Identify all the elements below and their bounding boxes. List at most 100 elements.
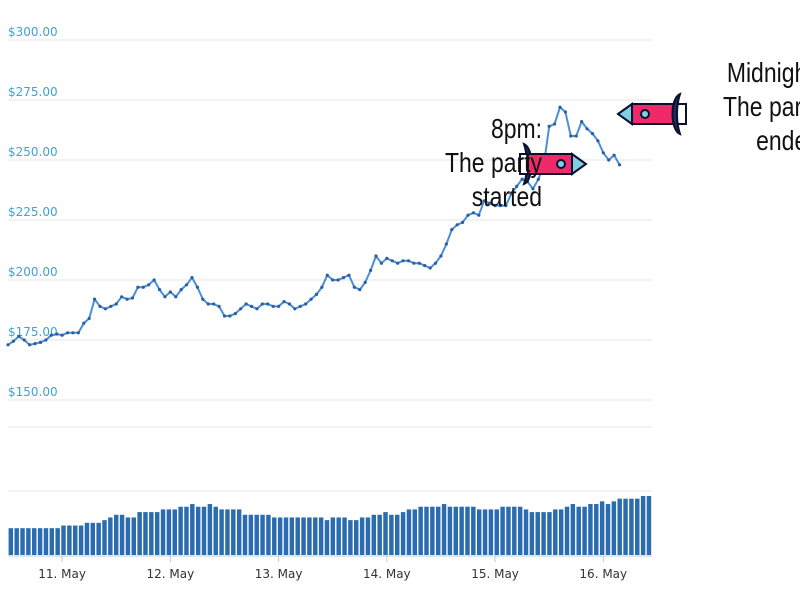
data-point: [368, 268, 373, 272]
data-point: [390, 259, 394, 263]
data-point: [439, 254, 443, 258]
volume-bar: [395, 514, 400, 555]
volume-bar: [447, 506, 453, 555]
volume-bar: [96, 522, 101, 555]
volume-bar: [26, 528, 31, 555]
volume-bar: [558, 509, 564, 555]
data-point: [607, 158, 611, 162]
x-tick-label: 16. May: [579, 567, 627, 581]
volume-bar: [178, 506, 183, 555]
data-point: [82, 321, 86, 325]
data-point: [38, 340, 43, 344]
data-point: [304, 302, 308, 306]
x-tick-label: 12. May: [146, 567, 194, 581]
volume-bar: [213, 506, 218, 555]
volume-bar: [406, 509, 412, 555]
data-point: [168, 290, 172, 294]
data-point: [276, 304, 281, 308]
data-point: [515, 184, 519, 188]
rocket-icon-end: [616, 92, 687, 136]
data-point: [103, 307, 108, 311]
price-points: [6, 105, 622, 347]
volume-bar: [113, 514, 119, 555]
annotation-end-line-3: ended: [756, 125, 800, 156]
volume-bar: [236, 509, 242, 555]
data-point: [195, 285, 200, 289]
data-point: [136, 285, 140, 289]
volume-bar: [348, 520, 353, 555]
data-point: [293, 307, 297, 311]
volume-bar: [389, 514, 394, 555]
data-point: [320, 285, 324, 289]
data-point: [190, 276, 194, 280]
data-point: [130, 296, 135, 300]
data-point: [282, 300, 286, 304]
data-point: [580, 120, 584, 124]
volume-bar: [289, 517, 295, 555]
volume-bar: [225, 509, 230, 555]
x-tick-label: 13. May: [255, 567, 303, 581]
volume-bar: [20, 528, 25, 555]
grid-lines: [8, 39, 652, 492]
volume-bar: [207, 504, 213, 555]
data-point: [379, 261, 384, 265]
volume-bar: [465, 506, 470, 555]
volume-bar: [640, 496, 646, 555]
volume-bar: [342, 517, 347, 555]
volume-bar: [611, 501, 617, 555]
data-point: [55, 332, 59, 336]
volume-bar: [605, 504, 611, 555]
data-point: [212, 302, 216, 306]
data-point: [163, 295, 167, 299]
volume-bar: [400, 512, 406, 555]
volume-bar: [131, 517, 136, 555]
volume-bar: [430, 506, 435, 555]
volume-bar: [553, 509, 558, 555]
volume-bar: [576, 506, 581, 555]
volume-bar: [307, 517, 312, 555]
data-point: [266, 302, 270, 306]
volume-bar: [149, 512, 154, 555]
volume-bar: [517, 506, 523, 555]
y-tick-label: $200.00: [8, 265, 58, 279]
data-point: [184, 283, 189, 287]
volume-bar: [260, 514, 265, 555]
volume-bar: [500, 506, 505, 555]
volume-bar: [143, 512, 148, 555]
volume-bar: [32, 528, 37, 555]
volume-bar: [67, 525, 72, 555]
volume-bar: [266, 514, 271, 555]
data-point: [141, 285, 145, 289]
volume-bar: [254, 514, 259, 555]
data-point: [460, 220, 465, 224]
data-point: [147, 283, 151, 287]
data-point: [260, 302, 264, 306]
volume-bar: [219, 509, 224, 555]
volume-bar: [424, 506, 429, 555]
volume-bar: [412, 509, 418, 555]
data-point: [406, 259, 411, 263]
volume-bar: [166, 509, 172, 555]
volume-bar: [635, 498, 640, 555]
data-point: [547, 124, 551, 128]
data-point: [249, 304, 254, 308]
data-point: [509, 192, 513, 196]
volume-bar: [154, 512, 160, 555]
volume-bar: [547, 512, 552, 555]
volume-bar: [541, 512, 546, 555]
data-point: [617, 163, 622, 167]
data-point: [65, 331, 70, 335]
data-point: [590, 132, 595, 136]
data-point: [569, 134, 573, 138]
data-point: [76, 331, 80, 335]
volume-bar: [78, 525, 84, 555]
data-point: [347, 273, 351, 277]
x-tick-label: 14. May: [363, 567, 411, 581]
x-axis: 11. May 12. May 13. May 14. May 15. May 16. M…: [8, 555, 652, 581]
data-point: [574, 134, 578, 138]
data-point: [352, 285, 356, 289]
volume-bar: [295, 517, 300, 555]
volume-bar: [471, 506, 476, 555]
data-point: [477, 213, 481, 217]
